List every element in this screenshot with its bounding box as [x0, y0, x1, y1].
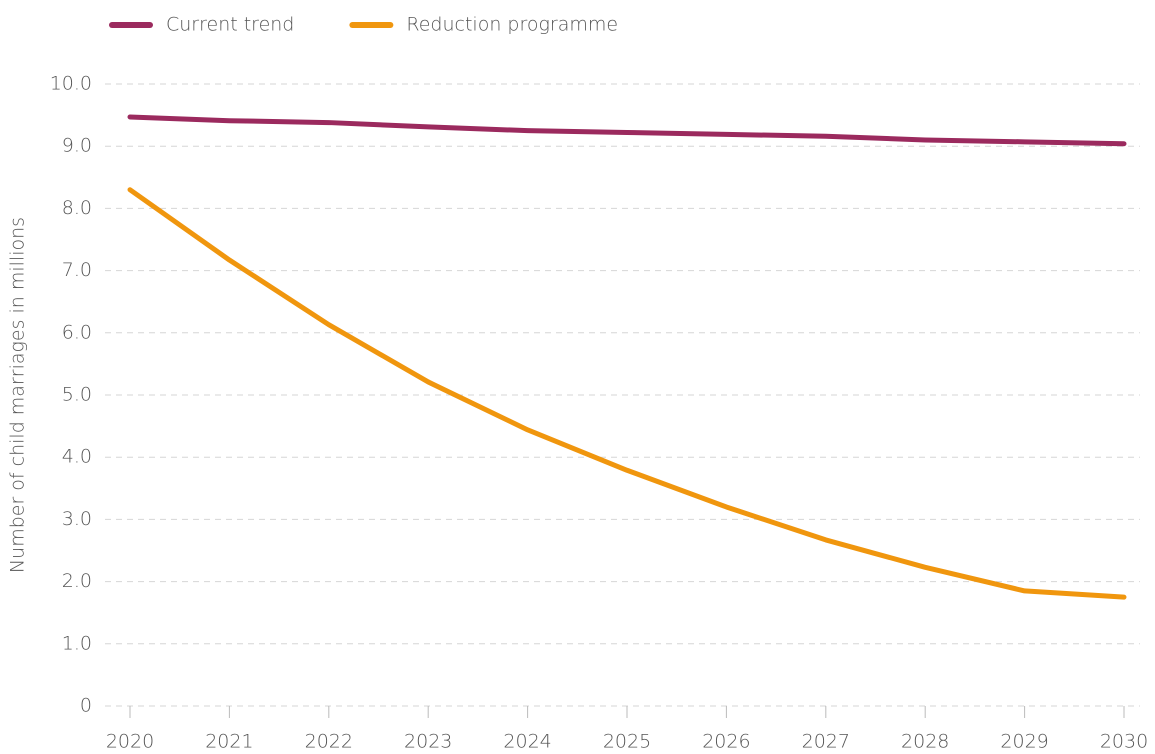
- y-tick-label: 7.0: [62, 259, 92, 281]
- x-tick-label: 2028: [901, 731, 949, 753]
- y-tick-label: 2.0: [62, 570, 92, 592]
- legend-label: Current trend: [166, 14, 294, 36]
- series-line: [127, 187, 1127, 600]
- y-tick-label: 4.0: [62, 446, 92, 468]
- x-tick-label: 2022: [305, 731, 353, 753]
- x-tick-label: 2025: [603, 731, 651, 753]
- x-tick-label: 2024: [503, 731, 551, 753]
- x-tick-label: 2021: [205, 731, 253, 753]
- x-tick-label: 2030: [1100, 731, 1148, 753]
- x-tick-label: 2027: [802, 731, 850, 753]
- y-tick-label: 1.0: [62, 632, 92, 654]
- y-tick-label: 8.0: [62, 197, 92, 219]
- x-tick-label: 2026: [702, 731, 750, 753]
- series-line: [127, 114, 1127, 147]
- y-axis-label: Number of child marriages in millions: [7, 217, 29, 573]
- y-tick-label: 3.0: [62, 508, 92, 530]
- x-tick-label: 2029: [1000, 731, 1048, 753]
- legend-label: Reduction programme: [406, 14, 618, 36]
- x-tick-label: 2020: [106, 731, 154, 753]
- y-tick-label: 9.0: [62, 135, 92, 157]
- x-tick-label: 2023: [404, 731, 452, 753]
- y-tick-label: 6.0: [62, 321, 92, 343]
- y-tick-label: 5.0: [62, 384, 92, 406]
- y-tick-label: 0: [80, 695, 92, 717]
- y-tick-label: 10.0: [50, 73, 92, 95]
